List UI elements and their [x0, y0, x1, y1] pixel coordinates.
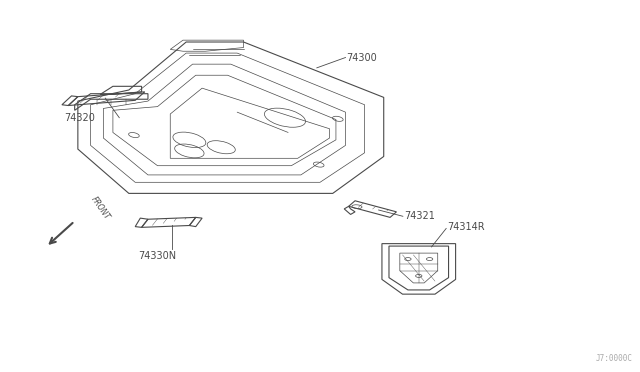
Text: FRONT: FRONT: [89, 195, 111, 221]
Text: 74330N: 74330N: [138, 251, 177, 261]
Text: J7:0000C: J7:0000C: [595, 354, 632, 363]
Text: 74320: 74320: [64, 113, 95, 123]
Text: 74314R: 74314R: [447, 222, 485, 232]
Text: 74300: 74300: [346, 52, 377, 62]
Text: 74321: 74321: [404, 211, 435, 221]
